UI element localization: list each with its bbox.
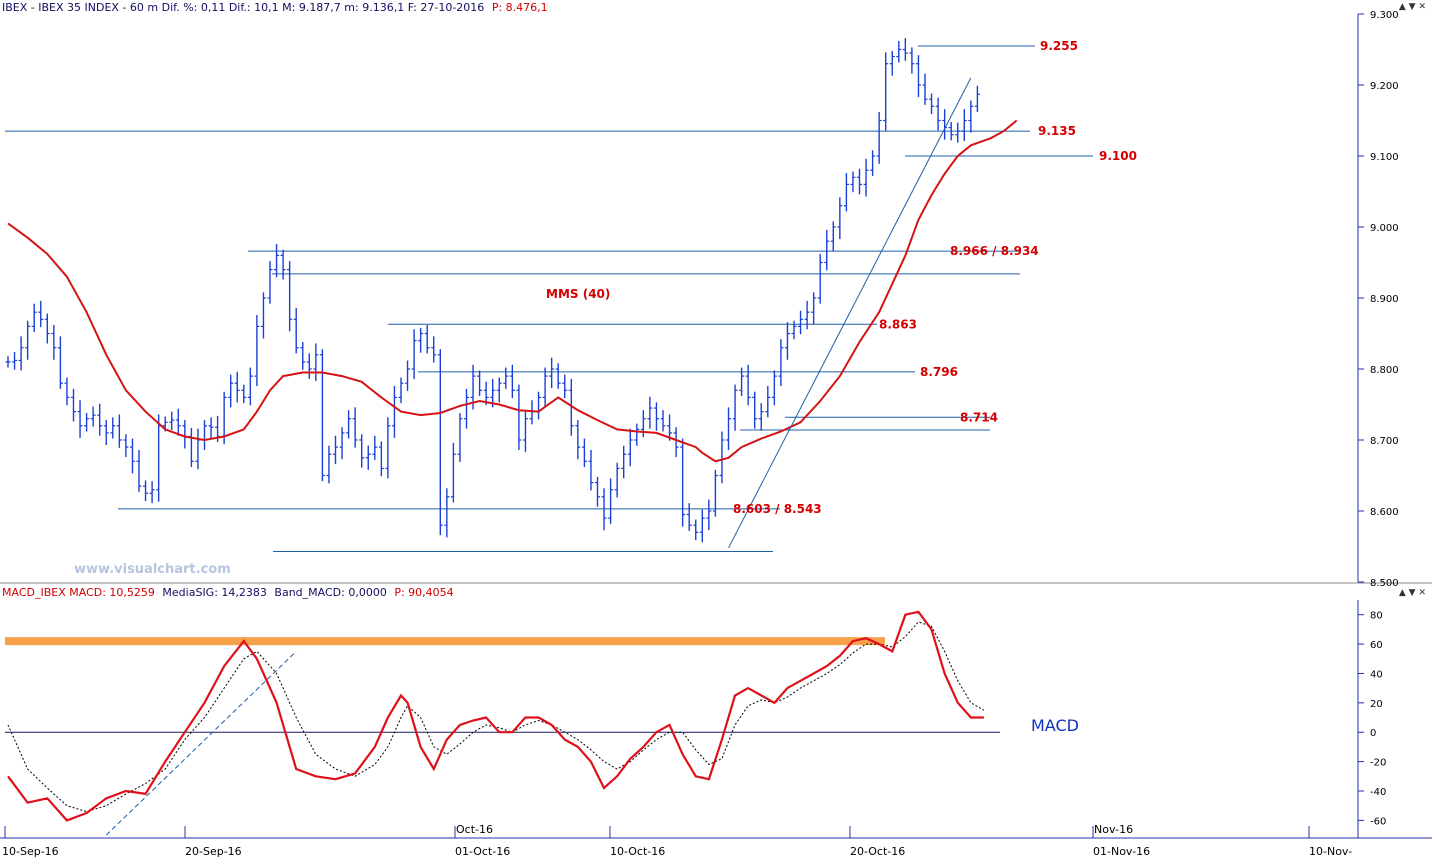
mms-40-line xyxy=(7,119,1018,463)
price-panel-controls: ▲ ▼ ✕ xyxy=(1399,2,1426,12)
price-tick-label: 8.900 xyxy=(1370,294,1399,305)
price-tick-label: 8.800 xyxy=(1370,365,1399,376)
macd-header-name: MACD_IBEX xyxy=(2,586,66,599)
header-p-value: P: 8.476,1 xyxy=(491,1,548,14)
time-tick-label: 01-Oct-16 xyxy=(455,845,510,857)
macd-tick-label: -20 xyxy=(1370,758,1386,769)
signal-line xyxy=(7,621,985,813)
price-tick-label: 9.300 xyxy=(1370,10,1399,21)
macd-tick-label: 20 xyxy=(1370,699,1383,710)
close-icon[interactable]: ✕ xyxy=(1418,2,1426,12)
price-tick-label: 8.600 xyxy=(1370,507,1399,518)
scroll-up-icon[interactable]: ▲ xyxy=(1398,2,1406,12)
price-tick-label: 9.000 xyxy=(1370,223,1399,234)
macd-header-signal: MediaSIG: 14,2383 xyxy=(162,586,267,599)
price-tick-label: 8.700 xyxy=(1370,436,1399,447)
time-tick-label: 01-Nov-16 xyxy=(1093,845,1150,857)
time-tick-label: 10-Nov- xyxy=(1309,845,1352,857)
level-label: 8.714 xyxy=(960,410,998,424)
macd-header-band: Band_MACD: 0,0000 xyxy=(274,586,387,599)
macd-tick-label: 40 xyxy=(1370,669,1383,680)
macd-tick-label: 80 xyxy=(1370,611,1383,622)
macd-panel-controls: ▲ ▼ ✕ xyxy=(1399,588,1426,598)
mms-label: MMS (40) xyxy=(546,287,610,301)
macd-tick-label: -40 xyxy=(1370,787,1386,798)
level-label: 9.135 xyxy=(1038,124,1076,138)
level-label: 9.100 xyxy=(1099,149,1137,163)
macd-close-icon[interactable]: ✕ xyxy=(1418,588,1426,598)
macd-label: MACD xyxy=(1031,716,1079,735)
time-tick-label: 10-Oct-16 xyxy=(610,845,665,857)
watermark: www.visualchart.com xyxy=(74,562,231,577)
price-tick-label: 9.100 xyxy=(1370,152,1399,163)
level-label: 9.255 xyxy=(1040,39,1078,53)
price-tick-label: 9.200 xyxy=(1370,81,1399,92)
month-label: Nov-16 xyxy=(1094,823,1133,836)
level-label: 8.966 / 8.934 xyxy=(950,244,1039,258)
macd-line xyxy=(7,610,984,822)
macd-resistance-band xyxy=(5,637,885,646)
macd-header: MACD_IBEX MACD: 10,5259 MediaSIG: 14,238… xyxy=(2,586,454,599)
macd-header-value: MACD: 10,5259 xyxy=(69,586,155,599)
level-label: 8.863 xyxy=(879,317,917,331)
time-tick-label: 20-Oct-16 xyxy=(850,845,905,857)
time-tick-label: 10-Sep-16 xyxy=(2,845,59,857)
macd-tick-label: 0 xyxy=(1370,728,1376,739)
month-label: Oct-16 xyxy=(456,823,493,836)
scroll-down-icon[interactable]: ▼ xyxy=(1408,2,1416,12)
macd-header-p: P: 90,4054 xyxy=(394,586,454,599)
macd-tick-label: 60 xyxy=(1370,640,1383,651)
price-header: IBEX - IBEX 35 INDEX - 60 m Dif. %: 0,11… xyxy=(2,1,548,14)
macd-trendline xyxy=(105,651,297,836)
trendline xyxy=(728,77,972,549)
header-title: IBEX - IBEX 35 INDEX - 60 m Dif. %: 0,11… xyxy=(2,1,485,14)
macd-scroll-down-icon[interactable]: ▼ xyxy=(1408,588,1416,598)
price-tick-label: 8.500 xyxy=(1370,578,1399,589)
macd-tick-label: -60 xyxy=(1370,816,1386,827)
time-tick-label: 20-Sep-16 xyxy=(185,845,242,857)
level-label: 8.796 xyxy=(920,365,958,379)
level-label: 8.603 / 8.543 xyxy=(733,502,822,516)
macd-scroll-up-icon[interactable]: ▲ xyxy=(1398,588,1406,598)
